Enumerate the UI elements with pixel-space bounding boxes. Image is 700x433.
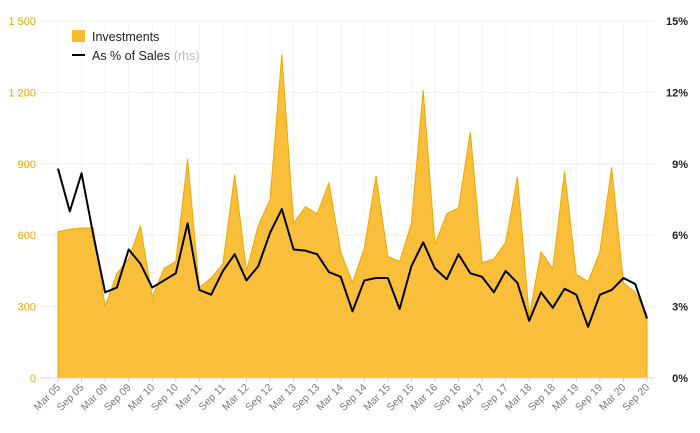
legend-investments-swatch [72,30,85,42]
y-left-tick-label: 1 500 [8,16,36,28]
x-tick-label: Sep 10 [149,382,181,414]
sales-ratio-line [57,168,648,328]
legend-sales-ratio-label: As % of Sales (rhs) [92,49,200,63]
y-right-tick-label: 6% [672,230,688,242]
investments-area-layer [57,54,648,379]
y-left-tick-label: 0 [30,373,36,385]
y-left-tick-label: 1 200 [8,87,36,99]
y-left-tick-label: 300 [18,302,36,314]
y-left-tick-label: 600 [18,230,36,242]
legend-investments-label: Investments [92,30,159,44]
investments-area [57,54,648,379]
sales-ratio-line-layer [57,168,648,328]
y-right-tick-label: 9% [672,159,688,171]
legend: Investments As % of Sales (rhs) [72,30,200,63]
y-right-tick-label: 0% [672,373,688,385]
y-left-tick-label: 900 [18,159,36,171]
x-tick-label: Sep 20 [620,382,652,414]
y-right-tick-label: 15% [666,16,688,28]
y-right-tick-label: 3% [672,302,688,314]
y-right-tick-label: 12% [666,87,688,99]
